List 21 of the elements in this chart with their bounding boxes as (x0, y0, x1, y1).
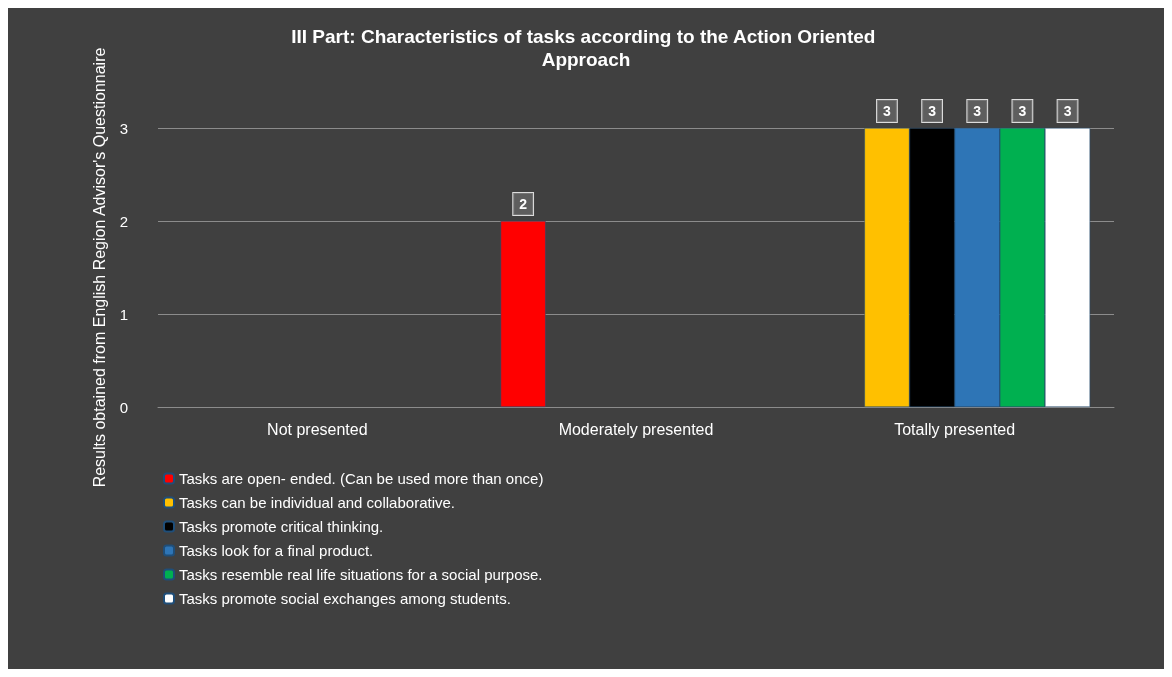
x-tick-label: Moderately presented (558, 420, 714, 438)
y-tick-label: 0 (119, 398, 128, 416)
legend-label: Tasks resemble real life situations for a social purpose. (179, 566, 543, 583)
data-label: 3 (1063, 103, 1072, 119)
y-axis-title: Results obtained from English Region Advisor's Questionnaire (91, 47, 109, 488)
y-tick-label: 2 (119, 212, 128, 230)
chart-title: III Part: Characteristics of tasks according to the Action Oriented Approach (291, 26, 881, 70)
data-label: 3 (883, 103, 892, 119)
legend-label: Tasks can be individual and collaborative. (179, 494, 455, 511)
legend-label: Tasks promote critical thinking. (179, 518, 384, 535)
data-label: 3 (928, 103, 937, 119)
data-label: 2 (519, 196, 528, 212)
data-label: 3 (973, 103, 982, 119)
y-tick-label: 1 (119, 305, 128, 323)
legend-label: Tasks are open- ended. (Can be used more than once) (179, 470, 544, 487)
x-tick-label: Totally presented (894, 420, 1016, 438)
x-tick-label: Not presented (267, 420, 368, 438)
legend-label: Tasks look for a final product. (179, 542, 374, 559)
y-tick-label: 3 (119, 119, 128, 137)
data-label: 3 (1018, 103, 1027, 119)
legend-label: Tasks promote social exchanges among students. (179, 590, 511, 607)
